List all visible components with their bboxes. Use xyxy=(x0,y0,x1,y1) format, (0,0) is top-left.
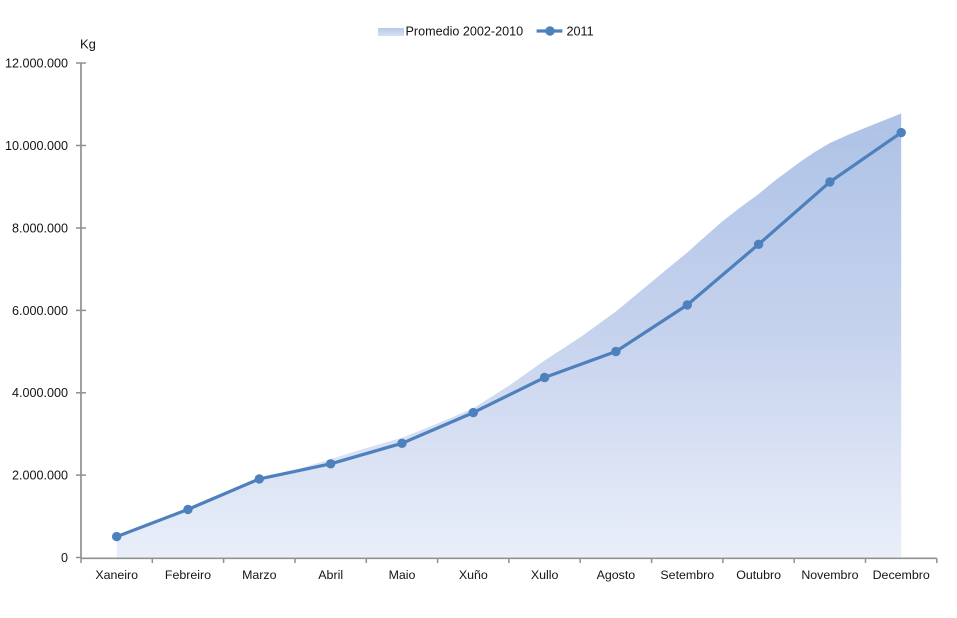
svg-text:Abril: Abril xyxy=(318,568,343,582)
svg-text:12.000.000: 12.000.000 xyxy=(5,56,68,70)
svg-text:Kg: Kg xyxy=(80,37,96,52)
svg-text:Xuño: Xuño xyxy=(459,568,488,582)
svg-text:2011: 2011 xyxy=(567,25,594,39)
svg-text:Setembro: Setembro xyxy=(660,568,714,582)
svg-text:4.000.000: 4.000.000 xyxy=(12,386,68,400)
svg-text:0: 0 xyxy=(61,551,68,565)
svg-text:Febreiro: Febreiro xyxy=(165,568,211,582)
svg-text:Marzo: Marzo xyxy=(242,568,277,582)
svg-text:Maio: Maio xyxy=(389,568,416,582)
svg-text:Xullo: Xullo xyxy=(531,568,559,582)
svg-text:Xaneiro: Xaneiro xyxy=(95,568,138,582)
svg-text:Agosto: Agosto xyxy=(597,568,636,582)
svg-text:Decembro: Decembro xyxy=(873,568,930,582)
svg-text:8.000.000: 8.000.000 xyxy=(12,221,68,235)
svg-text:Outubro: Outubro xyxy=(736,568,781,582)
svg-text:10.000.000: 10.000.000 xyxy=(5,139,68,153)
svg-text:6.000.000: 6.000.000 xyxy=(12,304,68,318)
svg-text:2.000.000: 2.000.000 xyxy=(12,469,68,483)
svg-text:Promedio 2002-2010: Promedio 2002-2010 xyxy=(406,25,524,39)
svg-text:Novembro: Novembro xyxy=(801,568,858,582)
